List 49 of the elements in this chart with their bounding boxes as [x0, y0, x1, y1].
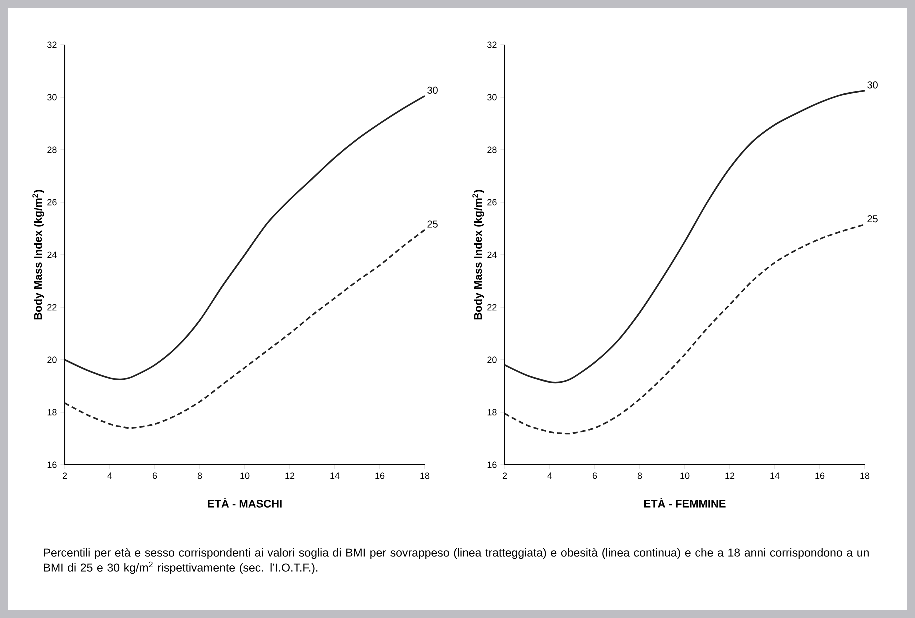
y-tick-label: 32 [48, 42, 57, 48]
y-tick-label: 32 [488, 42, 497, 48]
line-series [64, 95, 426, 380]
y-tick-label: 24 [48, 252, 57, 258]
y-tick-label: 28 [488, 146, 497, 154]
y-tick-label: 16 [488, 462, 497, 468]
series-label: 25 [428, 220, 438, 228]
y-tick-label: 22 [48, 304, 57, 311]
x-tick-label: 10 [240, 472, 250, 480]
y-tick-label: 24 [488, 252, 497, 258]
x-tick-label: 16 [376, 472, 385, 480]
x-tick-label: 18 [420, 472, 430, 480]
x-tick-label: 6 [592, 472, 598, 480]
x-tick-label: 12 [286, 472, 295, 480]
line-series [64, 229, 426, 430]
y-axis-title: Body Mass Index (kg/m$^{2}$) [32, 190, 44, 320]
line-series [504, 90, 866, 384]
y-tick-label: 30 [48, 94, 57, 101]
x-tick-label: 6 [152, 472, 158, 480]
x-tick-label: 2 [502, 472, 508, 480]
series-label: 30 [428, 86, 438, 94]
series-label: 25 [868, 216, 878, 223]
x-axis-title: ETÀ - FEMMINE [644, 498, 726, 508]
series-label: 30 [868, 82, 878, 89]
x-tick-label: 14 [770, 472, 780, 479]
x-tick-label: 8 [638, 472, 642, 480]
y-tick-label: 26 [48, 199, 57, 206]
x-tick-label: 8 [198, 472, 202, 480]
y-tick-label: 18 [488, 409, 497, 416]
x-tick-label: 16 [816, 472, 825, 480]
x-tick-label: 10 [680, 472, 690, 480]
y-axis-title: Body Mass Index (kg/m$^{2}$) [472, 190, 484, 320]
y-tick-label: 16 [48, 462, 57, 468]
x-axis-title: ETÀ - MASCHI [208, 498, 282, 508]
x-tick-label: 12 [726, 472, 735, 480]
y-tick-label: 26 [488, 199, 497, 206]
x-tick-label: 2 [62, 472, 68, 480]
x-tick-label: 18 [860, 472, 870, 480]
y-tick-label: 20 [488, 356, 497, 364]
y-tick-label: 22 [488, 304, 497, 311]
y-tick-label: 20 [48, 356, 57, 364]
y-tick-label: 30 [488, 94, 497, 101]
y-tick-label: 28 [48, 146, 57, 154]
line-series [504, 224, 866, 435]
text: Percentili per età e sesso corrispondenti ai valori soglia di BMI per sovrappeso (linea tratteggiata) e obesità (linea continua) e che a 18 anni corrispondono a un BMI di 25 e 30 kg/m$^{2}$ rispettivamente (sec. l’I.O.T.F.). [44, 548, 869, 574]
y-tick-label: 18 [48, 409, 57, 416]
x-tick-label: 4 [108, 472, 112, 479]
x-tick-label: 4 [548, 472, 552, 479]
x-tick-label: 14 [330, 472, 340, 479]
